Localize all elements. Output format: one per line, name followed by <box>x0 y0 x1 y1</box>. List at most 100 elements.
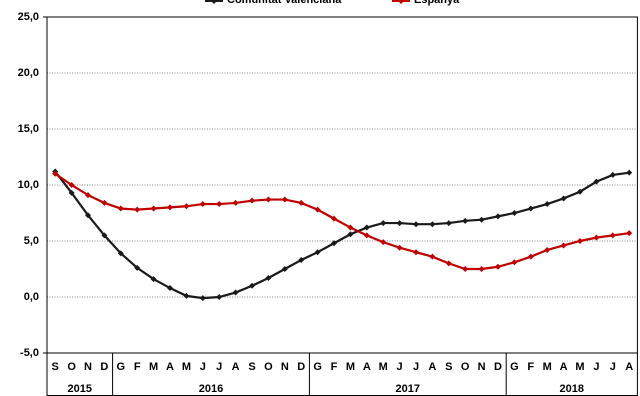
point-marker <box>396 244 403 251</box>
point-marker <box>363 224 370 231</box>
x-tick-label: F <box>331 361 338 373</box>
point-marker <box>281 266 288 272</box>
x-tick-label: D <box>100 361 108 373</box>
point-marker <box>52 170 59 177</box>
point-marker <box>347 224 354 231</box>
point-marker <box>298 257 305 264</box>
point-marker <box>527 205 534 212</box>
point-marker <box>117 205 124 212</box>
x-tick-label: S <box>52 361 59 373</box>
legend-marker <box>211 0 217 4</box>
x-tick-label: J <box>593 361 599 373</box>
x-tick-label: M <box>575 361 584 373</box>
point-marker <box>593 178 600 185</box>
x-tick-label: M <box>182 361 191 373</box>
legend-label: Comunitat Valenciana <box>227 0 342 6</box>
point-marker <box>429 221 436 228</box>
point-marker <box>150 205 157 212</box>
point-marker <box>626 169 633 176</box>
x-tick-label: J <box>610 361 616 373</box>
point-marker <box>413 221 419 228</box>
point-marker <box>134 206 141 213</box>
y-tick-label: 5,0 <box>24 235 39 247</box>
point-marker <box>560 242 567 249</box>
point-marker <box>429 253 436 260</box>
series-line <box>54 170 630 300</box>
point-marker <box>216 201 223 208</box>
point-marker <box>577 188 583 195</box>
point-marker <box>232 199 239 206</box>
y-tick-label: 10,0 <box>18 179 39 191</box>
point-marker <box>478 216 485 223</box>
x-tick-label: J <box>397 361 403 373</box>
x-tick-label: A <box>428 361 436 373</box>
group-label: 2018 <box>560 383 584 395</box>
point-marker <box>281 196 288 203</box>
x-tick-label: M <box>379 361 388 373</box>
point-marker <box>314 206 321 213</box>
point-marker <box>265 196 272 203</box>
point-marker <box>511 259 518 266</box>
point-marker <box>380 220 387 227</box>
point-marker <box>544 201 551 208</box>
x-tick-label: J <box>216 361 222 373</box>
point-marker <box>183 203 190 210</box>
legend-marker <box>398 0 404 4</box>
group-label: 2016 <box>199 383 223 395</box>
x-tick-label: A <box>560 361 568 373</box>
y-tick-label: -5,0 <box>20 347 39 359</box>
legend-label: Espanya <box>414 0 460 6</box>
x-tick-label: M <box>543 361 552 373</box>
x-tick-label: A <box>363 361 371 373</box>
x-tick-label: F <box>527 361 534 373</box>
point-marker <box>363 232 370 239</box>
point-marker <box>68 182 75 188</box>
x-tick-label: G <box>510 361 519 373</box>
series-line <box>54 172 630 271</box>
x-tick-label: A <box>625 361 633 373</box>
x-tick-label: N <box>478 361 486 373</box>
x-tick-label: D <box>297 361 305 373</box>
point-marker <box>199 201 206 208</box>
point-marker <box>331 240 337 247</box>
point-marker <box>560 195 567 202</box>
point-marker <box>445 220 452 227</box>
point-marker <box>249 197 255 204</box>
plot-frame <box>46 16 638 354</box>
x-tick-label: M <box>346 361 355 373</box>
group-label: 2017 <box>396 383 420 395</box>
y-tick-label: 0,0 <box>24 291 39 303</box>
point-marker <box>167 285 173 292</box>
point-marker <box>609 232 616 239</box>
group-label: 2015 <box>68 383 92 395</box>
point-marker <box>478 266 485 272</box>
x-tick-label: A <box>232 361 240 373</box>
point-marker <box>626 230 633 237</box>
x-tick-label: O <box>461 361 470 373</box>
point-marker <box>609 171 616 178</box>
point-marker <box>544 246 551 253</box>
point-marker <box>249 282 255 289</box>
point-marker <box>413 249 419 256</box>
point-marker <box>134 264 141 271</box>
point-marker <box>265 274 272 281</box>
x-tick-label: G <box>313 361 322 373</box>
x-tick-label: D <box>494 361 502 373</box>
point-marker <box>298 199 305 206</box>
x-tick-label: S <box>248 361 255 373</box>
x-tick-label: O <box>67 361 76 373</box>
point-marker <box>495 213 501 220</box>
point-marker <box>216 294 223 300</box>
x-tick-label: O <box>264 361 273 373</box>
point-marker <box>232 289 239 296</box>
x-tick-label: J <box>413 361 419 373</box>
point-marker <box>85 192 91 199</box>
point-marker <box>101 232 108 239</box>
point-marker <box>331 215 337 222</box>
point-marker <box>511 210 518 216</box>
x-tick-label: J <box>200 361 206 373</box>
x-tick-label: N <box>84 361 92 373</box>
point-marker <box>85 212 91 219</box>
point-marker <box>527 253 534 260</box>
